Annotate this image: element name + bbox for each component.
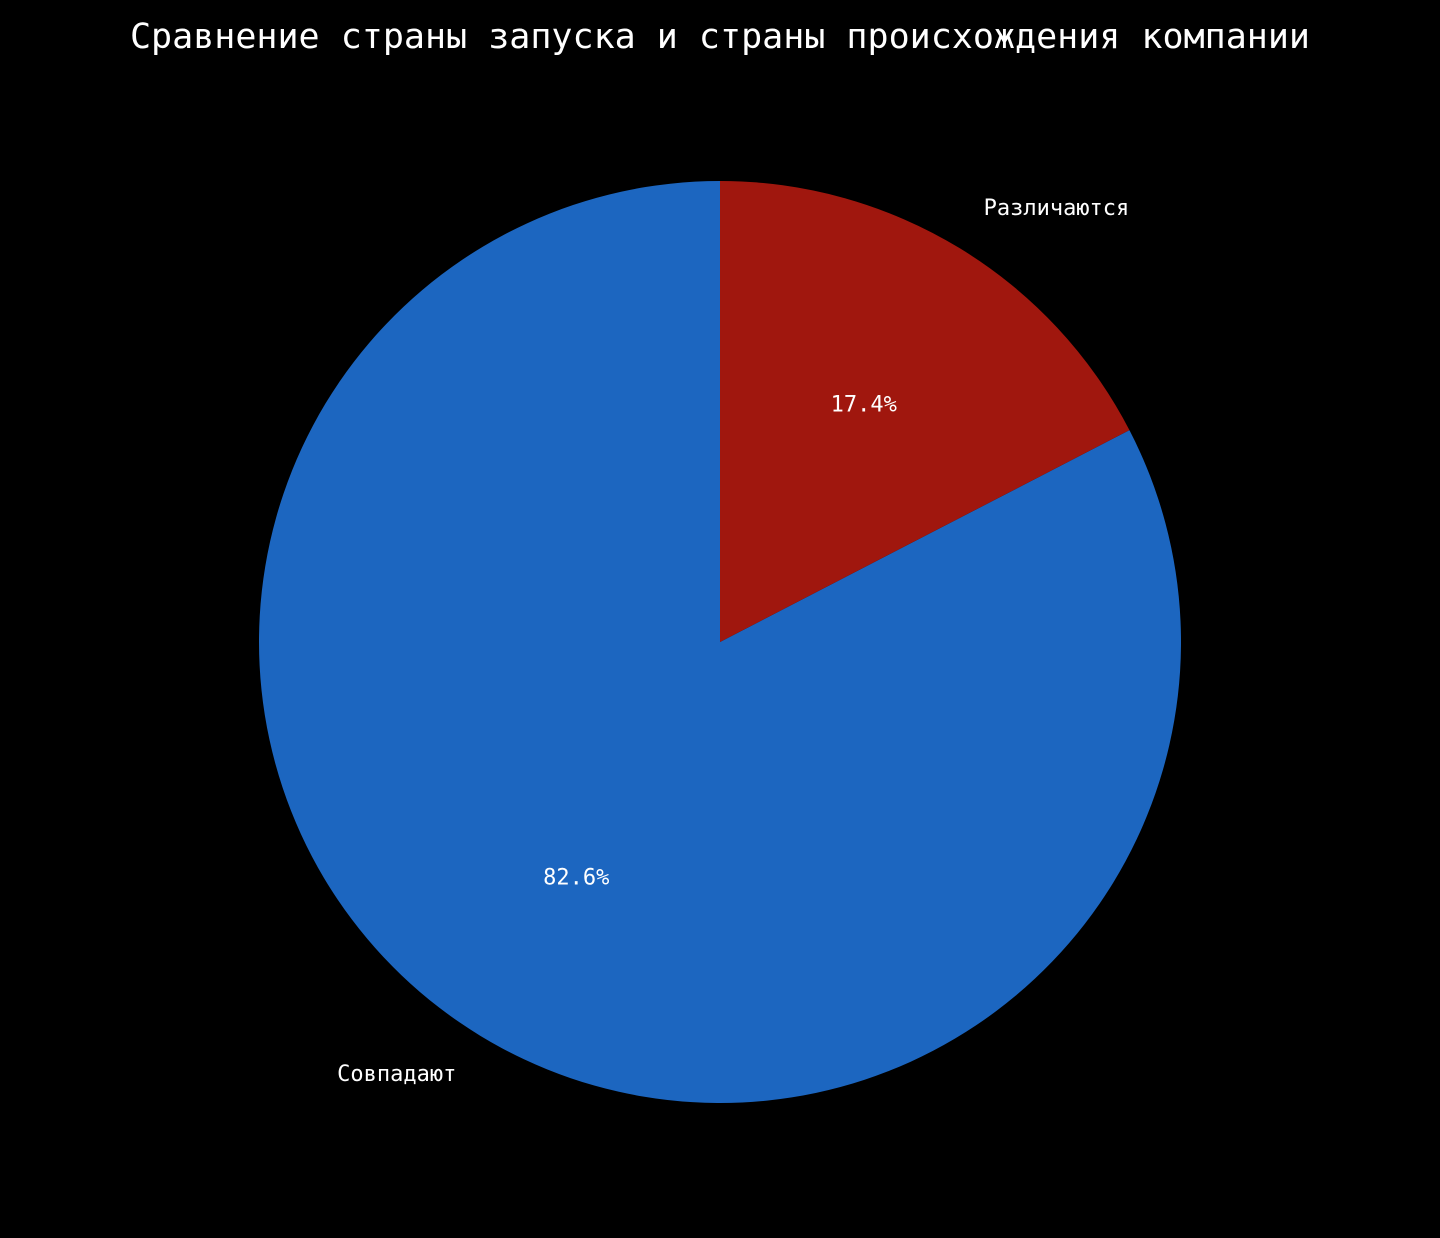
slice-label: Совпадают (337, 1062, 456, 1087)
value-label: 17.4% (831, 393, 897, 418)
value-label: 82.6% (543, 865, 609, 890)
chart-title: Сравнение страны запуска и страны происх… (130, 17, 1310, 57)
slice-label: Различаются (984, 196, 1130, 221)
pie-slice (720, 181, 1130, 642)
